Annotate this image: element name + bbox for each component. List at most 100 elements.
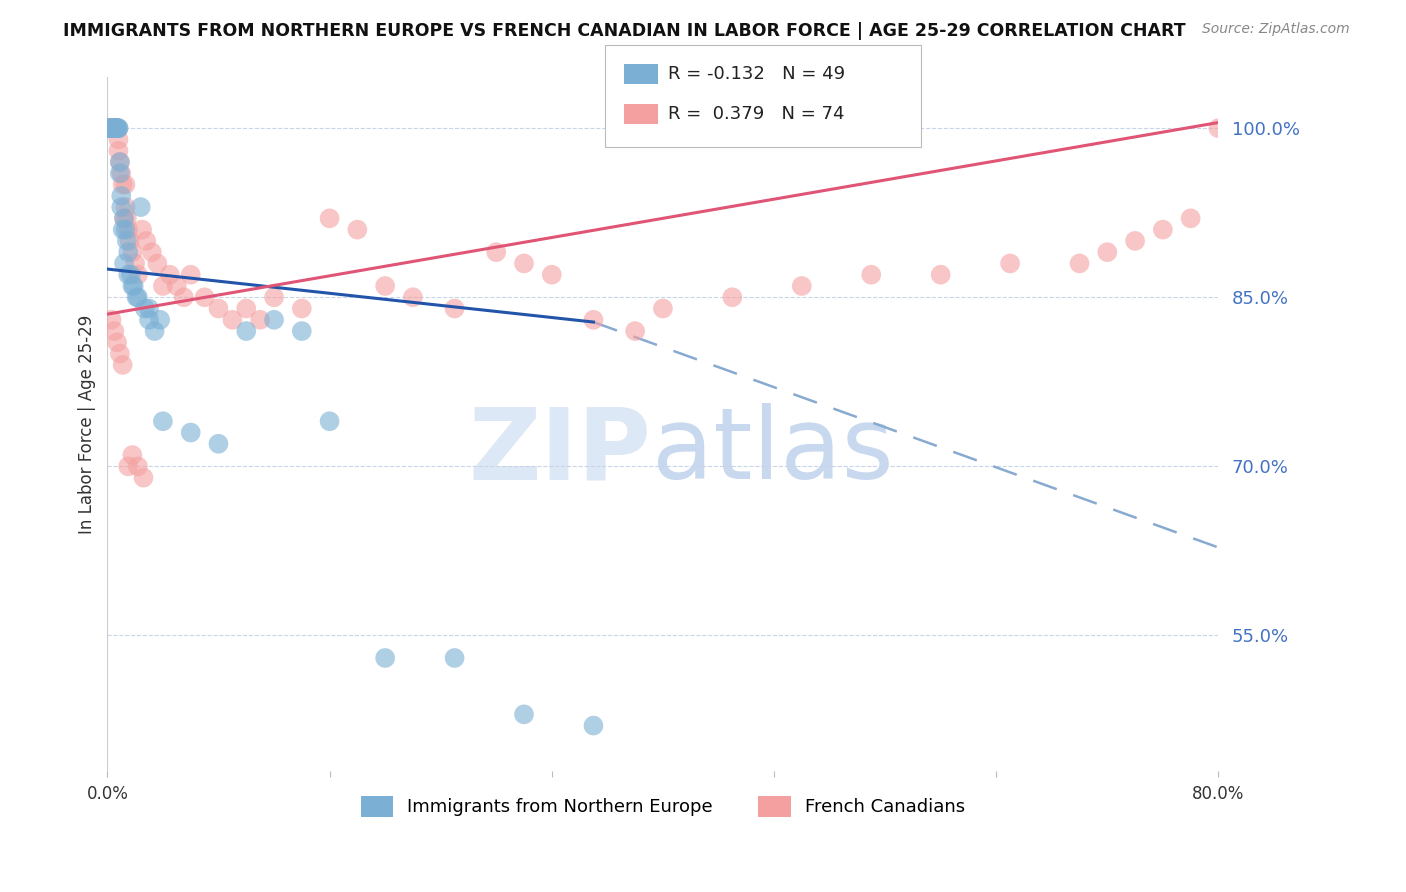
Point [998, 256, 1021, 270]
Point [107, 132, 129, 146]
Point [114, 178, 136, 192]
Point [100, 121, 122, 136]
Point [120, 268, 142, 282]
Point [117, 268, 139, 282]
Point [105, 121, 128, 136]
Point [97, 121, 120, 136]
Point [207, 437, 229, 451]
Point [180, 425, 202, 440]
Point [111, 358, 134, 372]
Point [117, 245, 139, 260]
Point [100, 313, 122, 327]
Text: R = -0.132   N = 49: R = -0.132 N = 49 [668, 65, 845, 83]
Point [100, 121, 122, 136]
Point [166, 279, 188, 293]
Point [100, 121, 122, 136]
Point [318, 414, 340, 428]
Point [112, 256, 135, 270]
Point [108, 346, 131, 360]
Point [127, 268, 149, 282]
Point [124, 256, 146, 270]
Point [115, 234, 138, 248]
Point [221, 313, 243, 327]
Point [118, 234, 141, 248]
Point [860, 268, 883, 282]
Point [131, 222, 153, 236]
Point [318, 211, 340, 226]
Point [105, 121, 128, 136]
Point [103, 324, 125, 338]
Point [101, 121, 124, 136]
Point [108, 166, 131, 180]
Point [129, 200, 152, 214]
Legend: Immigrants from Northern Europe, French Canadians: Immigrants from Northern Europe, French … [353, 789, 973, 824]
Point [104, 121, 127, 136]
Text: Source: ZipAtlas.com: Source: ZipAtlas.com [1202, 22, 1350, 37]
Point [112, 211, 135, 226]
Point [624, 324, 647, 338]
Point [443, 651, 465, 665]
Point [122, 279, 145, 293]
Point [149, 313, 172, 327]
Point [173, 290, 195, 304]
Point [152, 414, 174, 428]
Point [107, 144, 129, 158]
Point [485, 245, 508, 260]
Point [1097, 245, 1119, 260]
Point [1069, 256, 1091, 270]
Point [104, 121, 127, 136]
Text: IMMIGRANTS FROM NORTHERN EUROPE VS FRENCH CANADIAN IN LABOR FORCE | AGE 25-29 CO: IMMIGRANTS FROM NORTHERN EUROPE VS FRENC… [63, 22, 1185, 40]
Point [111, 178, 134, 192]
Point [121, 245, 143, 260]
Point [346, 222, 368, 236]
Point [291, 301, 314, 316]
Point [112, 211, 135, 226]
Point [98, 121, 121, 136]
Point [134, 301, 156, 316]
Point [1180, 211, 1202, 226]
Point [138, 313, 160, 327]
Point [125, 290, 148, 304]
Point [146, 256, 169, 270]
Point [104, 121, 127, 136]
Point [152, 279, 174, 293]
Point [110, 200, 132, 214]
Point [103, 121, 125, 136]
Point [138, 301, 160, 316]
Point [790, 279, 813, 293]
Point [235, 324, 257, 338]
Point [97, 121, 120, 136]
Point [101, 121, 124, 136]
Point [105, 121, 128, 136]
Point [104, 121, 127, 136]
Point [100, 121, 122, 136]
Point [103, 121, 125, 136]
Point [513, 256, 536, 270]
Point [513, 707, 536, 722]
Point [101, 121, 124, 136]
Point [235, 301, 257, 316]
Point [263, 313, 285, 327]
Point [108, 155, 131, 169]
Point [114, 200, 136, 214]
Point [180, 268, 202, 282]
Point [143, 324, 166, 338]
Point [374, 651, 396, 665]
Point [103, 121, 125, 136]
Point [721, 290, 744, 304]
Point [1152, 222, 1174, 236]
Point [121, 448, 143, 462]
Point [103, 121, 125, 136]
Point [105, 335, 128, 350]
Point [121, 279, 143, 293]
Point [107, 121, 129, 136]
Point [117, 222, 139, 236]
Point [1123, 234, 1146, 248]
Point [115, 211, 138, 226]
Point [291, 324, 314, 338]
Point [132, 470, 155, 484]
Point [374, 279, 396, 293]
Point [107, 121, 129, 136]
Point [582, 313, 605, 327]
Point [249, 313, 271, 327]
